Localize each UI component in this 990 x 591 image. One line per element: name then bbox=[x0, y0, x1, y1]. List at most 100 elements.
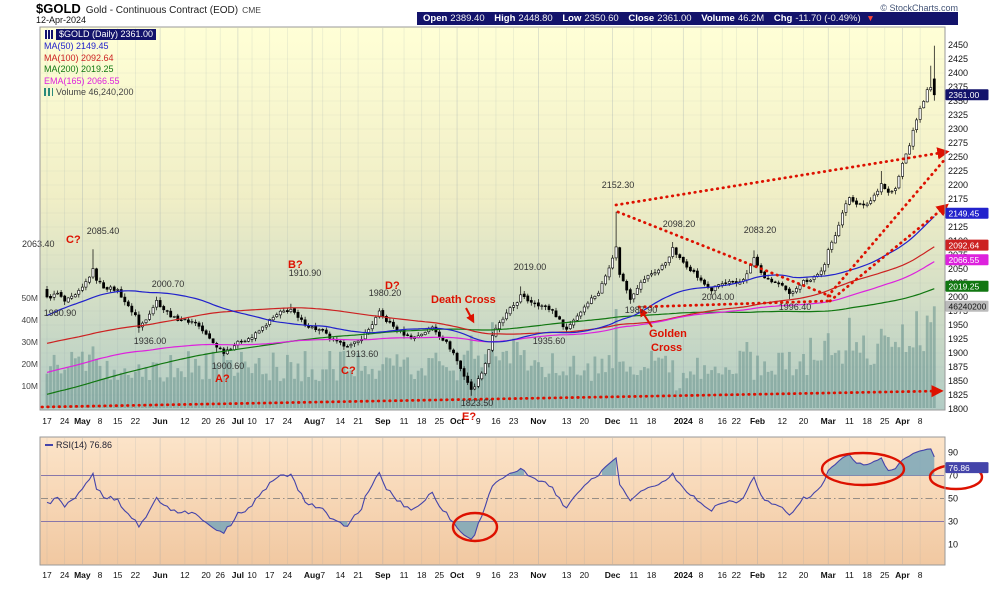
svg-text:Jun: Jun bbox=[153, 416, 168, 426]
svg-text:26: 26 bbox=[215, 570, 225, 580]
exchange: CME bbox=[242, 5, 261, 15]
chart-date: 12-Apr-2024 bbox=[36, 15, 87, 25]
svg-text:Mar: Mar bbox=[821, 570, 837, 580]
legend-ma50: MA(50) 2149.45 bbox=[44, 41, 109, 51]
svg-text:2066.55: 2066.55 bbox=[949, 255, 980, 265]
svg-text:2019.00: 2019.00 bbox=[514, 262, 547, 272]
candles bbox=[45, 45, 936, 396]
svg-text:11: 11 bbox=[845, 570, 854, 580]
legend-ma200: MA(200) 2019.25 bbox=[44, 64, 114, 74]
svg-text:40M: 40M bbox=[21, 315, 38, 325]
svg-text:17: 17 bbox=[42, 570, 52, 580]
ma50-line bbox=[46, 216, 935, 343]
svg-text:20: 20 bbox=[201, 570, 211, 580]
svg-text:30M: 30M bbox=[21, 337, 38, 347]
svg-text:Aug: Aug bbox=[304, 570, 321, 580]
svg-text:1935.60: 1935.60 bbox=[533, 336, 566, 346]
rsi-panel-bg bbox=[40, 437, 945, 565]
svg-text:13: 13 bbox=[562, 570, 572, 580]
price-labels: 2063.40 2085.40 2000.70 1980.90 1936.00 1900.… bbox=[22, 180, 811, 408]
svg-text:8: 8 bbox=[699, 570, 704, 580]
svg-text:Golden: Golden bbox=[649, 328, 687, 340]
svg-text:7: 7 bbox=[320, 570, 325, 580]
svg-text:8: 8 bbox=[98, 570, 103, 580]
annotations: C? B? D? A? C? E? Death Cross Golden Cross bbox=[66, 234, 687, 423]
svg-text:1980.20: 1980.20 bbox=[369, 288, 402, 298]
svg-text:17: 17 bbox=[42, 416, 52, 426]
open-value: 2389.40 bbox=[450, 13, 485, 24]
volume-value: 46.2M bbox=[737, 13, 765, 24]
svg-text:2152.30: 2152.30 bbox=[602, 180, 635, 190]
svg-text:2375: 2375 bbox=[948, 82, 968, 92]
chart-title: $GOLD Gold - Continuous Contract (EOD) CME bbox=[36, 1, 261, 16]
svg-text:11: 11 bbox=[400, 416, 409, 426]
svg-text:50M: 50M bbox=[21, 293, 38, 303]
svg-text:11: 11 bbox=[400, 570, 409, 580]
legend-ema165: EMA(165) 2066.55 bbox=[44, 75, 120, 86]
svg-text:1996.40: 1996.40 bbox=[779, 302, 812, 312]
svg-text:10M: 10M bbox=[21, 381, 38, 391]
svg-text:24: 24 bbox=[60, 570, 70, 580]
svg-text:22: 22 bbox=[732, 570, 742, 580]
volume-bars bbox=[45, 306, 936, 408]
svg-text:25: 25 bbox=[435, 570, 445, 580]
svg-text:18: 18 bbox=[862, 570, 872, 580]
svg-text:2050: 2050 bbox=[948, 264, 968, 274]
svg-text:9: 9 bbox=[476, 570, 481, 580]
svg-text:18: 18 bbox=[417, 570, 427, 580]
copyright: © StockCharts.com bbox=[880, 3, 958, 13]
rsi-legend: RSI(14) 76.86 bbox=[45, 440, 112, 450]
svg-text:17: 17 bbox=[265, 570, 275, 580]
svg-text:1987.90: 1987.90 bbox=[625, 305, 658, 315]
low-value: 2350.60 bbox=[584, 13, 619, 24]
high-label: High bbox=[494, 13, 516, 24]
svg-text:2019.25: 2019.25 bbox=[949, 281, 980, 291]
svg-text:24: 24 bbox=[283, 570, 293, 580]
candlestick-icon bbox=[44, 30, 53, 39]
svg-text:1910.90: 1910.90 bbox=[289, 268, 322, 278]
svg-text:1950: 1950 bbox=[948, 320, 968, 330]
svg-text:46240200: 46240200 bbox=[949, 302, 987, 312]
svg-text:Feb: Feb bbox=[750, 416, 765, 426]
svg-text:20: 20 bbox=[799, 570, 809, 580]
svg-text:18: 18 bbox=[647, 416, 657, 426]
rsi-line-icon bbox=[45, 444, 53, 446]
svg-text:2098.20: 2098.20 bbox=[663, 219, 696, 229]
svg-text:22: 22 bbox=[732, 416, 742, 426]
svg-text:Nov: Nov bbox=[530, 416, 546, 426]
price-panel-border bbox=[39, 26, 946, 411]
high-value: 2448.80 bbox=[518, 13, 553, 24]
svg-text:21: 21 bbox=[353, 570, 363, 580]
svg-text:13: 13 bbox=[562, 416, 572, 426]
svg-text:21: 21 bbox=[353, 416, 363, 426]
rsi-legend-text: RSI(14) 76.86 bbox=[56, 440, 113, 450]
legend-volume: Volume 46,240,200 bbox=[56, 87, 134, 97]
svg-text:2361.00: 2361.00 bbox=[949, 90, 980, 100]
svg-text:24: 24 bbox=[60, 416, 70, 426]
svg-text:20: 20 bbox=[201, 416, 211, 426]
svg-text:18: 18 bbox=[862, 416, 872, 426]
svg-text:1936.00: 1936.00 bbox=[134, 336, 167, 346]
svg-text:Nov: Nov bbox=[530, 570, 546, 580]
svg-text:2063.40: 2063.40 bbox=[22, 239, 55, 249]
svg-text:16: 16 bbox=[717, 570, 727, 580]
svg-text:8: 8 bbox=[699, 416, 704, 426]
svg-text:70: 70 bbox=[948, 471, 958, 481]
svg-text:12: 12 bbox=[180, 570, 190, 580]
svg-text:D?: D? bbox=[385, 280, 400, 292]
svg-text:1850: 1850 bbox=[948, 376, 968, 386]
svg-text:2092.64: 2092.64 bbox=[949, 240, 980, 250]
svg-text:2024: 2024 bbox=[674, 416, 693, 426]
svg-text:2400: 2400 bbox=[948, 68, 968, 78]
svg-text:Oct: Oct bbox=[450, 416, 464, 426]
svg-text:22: 22 bbox=[131, 416, 141, 426]
svg-text:2275: 2275 bbox=[948, 138, 968, 148]
svg-text:Sep: Sep bbox=[375, 416, 391, 426]
svg-text:2425: 2425 bbox=[948, 54, 968, 64]
symbol-description: Gold - Continuous Contract (EOD) bbox=[85, 5, 239, 16]
svg-text:Jul: Jul bbox=[232, 570, 244, 580]
svg-text:2085.40: 2085.40 bbox=[87, 226, 120, 236]
svg-text:2300: 2300 bbox=[948, 124, 968, 134]
